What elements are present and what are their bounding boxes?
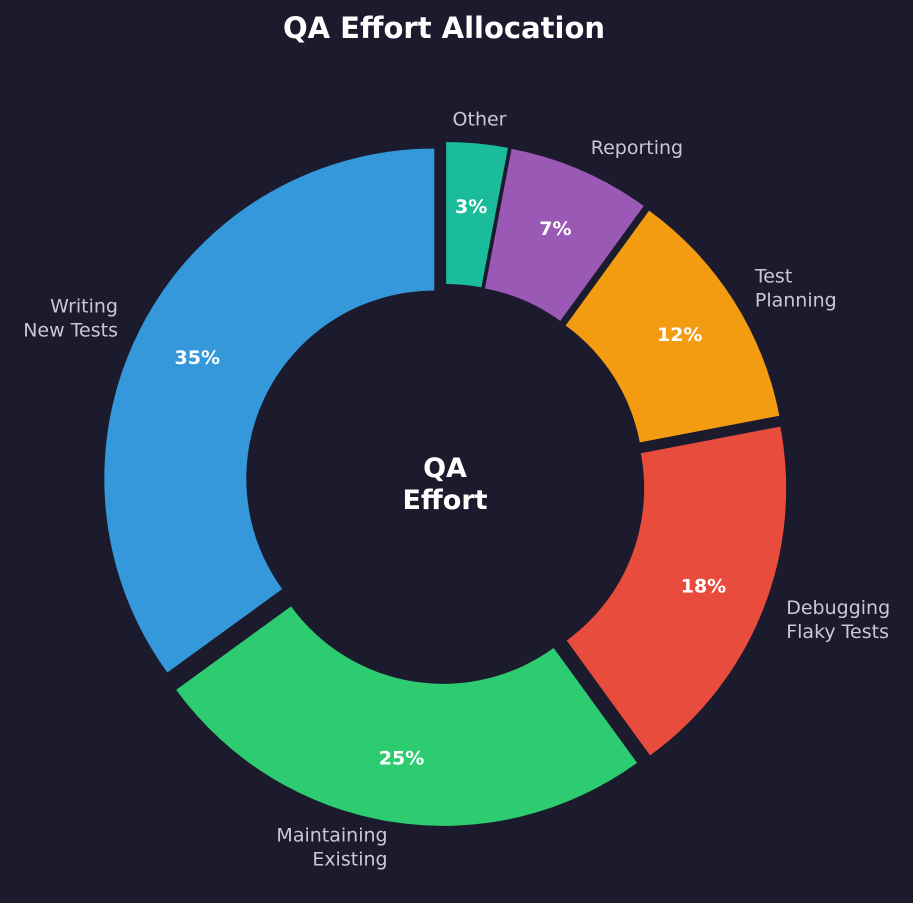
- category-label-debugging-flaky-tests: Debugging Flaky Tests: [786, 597, 890, 643]
- slices-group: [104, 142, 787, 826]
- center-label: QA Effort: [402, 453, 487, 516]
- category-label-writing-new-tests: Writing New Tests: [23, 295, 118, 341]
- category-labels-group: Other Reporting Test Planning Debugging Flaky…: [23, 109, 890, 871]
- category-label-test-planning: Test Planning: [754, 265, 837, 311]
- slice-test-planning: [565, 210, 780, 443]
- pct-label-reporting: 7%: [539, 218, 571, 240]
- pct-label-debugging-flaky-tests: 18%: [681, 575, 726, 597]
- slice-other: [446, 142, 508, 288]
- pct-label-maintaining-existing: 25%: [379, 748, 424, 770]
- percent-labels-group: 3% 7% 12% 18% 25% 35%: [175, 196, 727, 769]
- chart-title: QA Effort Allocation: [283, 11, 605, 45]
- slice-maintaining-existing: [176, 606, 638, 826]
- category-label-reporting: Reporting: [591, 137, 683, 159]
- pct-label-other: 3%: [455, 196, 487, 218]
- slice-writing-new-tests: [104, 148, 435, 673]
- pct-label-test-planning: 12%: [657, 324, 702, 346]
- pct-label-writing-new-tests: 35%: [175, 347, 220, 369]
- category-label-maintaining-existing: Maintaining Existing: [276, 824, 387, 870]
- slice-debugging-flaky-tests: [566, 426, 787, 756]
- slice-reporting: [484, 148, 644, 321]
- category-label-other: Other: [453, 109, 507, 131]
